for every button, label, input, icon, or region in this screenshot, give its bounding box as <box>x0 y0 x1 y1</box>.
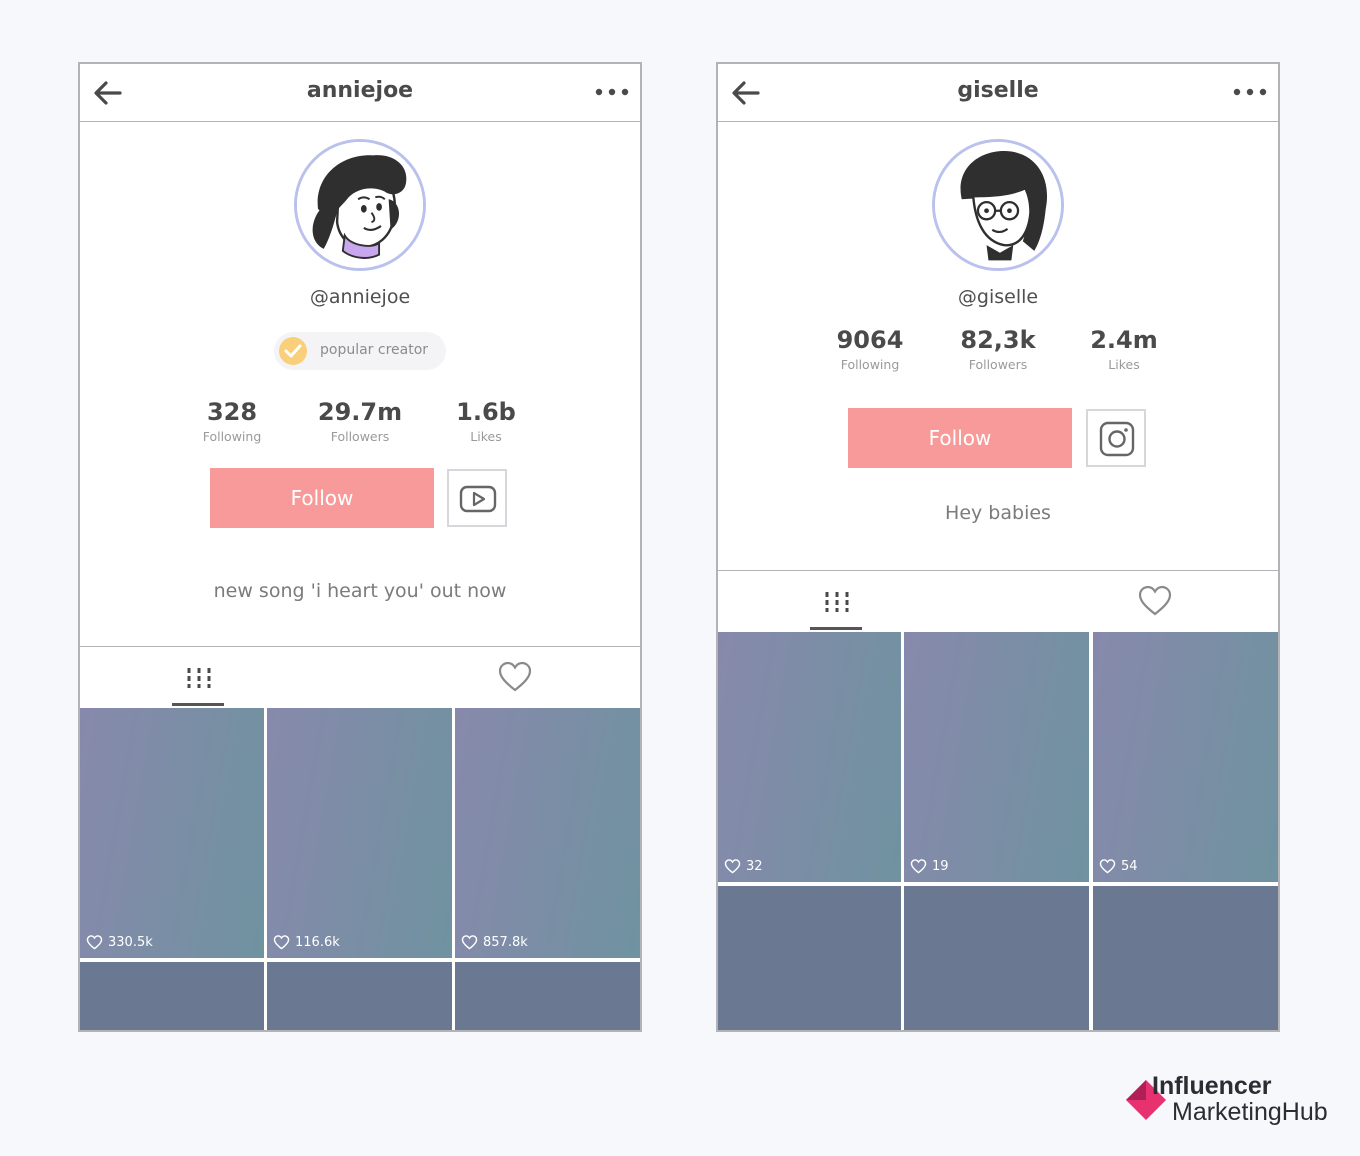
content-tabs <box>80 646 640 707</box>
follow-button[interactable]: Follow <box>848 408 1072 468</box>
stat-label: Likes <box>1108 357 1140 372</box>
stat-likes: 1.6b Likes <box>431 398 541 444</box>
video-likes-count: 32 <box>746 859 763 874</box>
youtube-icon <box>459 485 497 513</box>
instagram-button[interactable] <box>1086 409 1146 467</box>
active-tab-indicator <box>172 703 224 707</box>
check-badge-icon <box>278 336 308 366</box>
brand-diamond-icon <box>1126 1080 1166 1120</box>
video-likes-count: 19 <box>932 859 949 874</box>
heart-icon <box>461 935 478 950</box>
video-thumbnail[interactable] <box>904 886 1089 1030</box>
stat-followers[interactable]: 82,3k Followers <box>943 326 1053 372</box>
video-thumbnail[interactable] <box>455 962 640 1030</box>
stat-following[interactable]: 9064 Following <box>815 326 925 372</box>
profile-handle: @anniejoe <box>309 286 411 308</box>
avatar[interactable] <box>294 139 426 271</box>
video-thumbnail[interactable]: 19 <box>904 632 1089 882</box>
heart-icon <box>86 935 103 950</box>
stat-label: Following <box>840 357 900 372</box>
badge-label: popular creator <box>320 342 429 358</box>
videos-grid-icon <box>825 592 849 612</box>
profile-username-title: anniejoe <box>306 78 414 103</box>
stat-following[interactable]: 328 Following <box>177 398 287 444</box>
stat-value: 1.6b <box>456 398 516 426</box>
video-thumbnail[interactable] <box>267 962 452 1030</box>
profile-stats: 9064 Following 82,3k Followers 2.4m Like… <box>718 326 1278 386</box>
video-likes: 330.5k <box>86 935 153 950</box>
profile-stats: 328 Following 29.7m Followers 1.6b Likes <box>80 398 640 458</box>
profile-screen-giselle: giselle @giselle 9064 Following 82,3k Fo <box>716 62 1280 1032</box>
video-likes: 19 <box>910 859 949 874</box>
stat-likes: 2.4m Likes <box>1069 326 1179 372</box>
profile-handle: @giselle <box>957 286 1039 308</box>
video-likes: 54 <box>1099 859 1138 874</box>
stat-value: 2.4m <box>1090 326 1158 354</box>
profile-bio: Hey babies <box>945 502 1051 524</box>
video-thumbnail[interactable]: 116.6k <box>267 708 452 958</box>
video-likes: 32 <box>724 859 763 874</box>
follow-button[interactable]: Follow <box>210 468 434 528</box>
video-likes-count: 116.6k <box>295 935 340 950</box>
video-likes-count: 857.8k <box>483 935 528 950</box>
active-tab-indicator <box>810 627 862 631</box>
tab-liked-heart-icon[interactable] <box>1138 585 1172 617</box>
profile-screen-anniejoe: anniejoe @anniejoe popular creator <box>78 62 642 1032</box>
back-arrow-icon[interactable] <box>92 78 124 108</box>
stat-label: Followers <box>968 357 1028 372</box>
heart-icon <box>273 935 290 950</box>
avatar[interactable] <box>932 139 1064 271</box>
tab-videos[interactable] <box>810 571 862 631</box>
stat-label: Likes <box>470 429 502 444</box>
video-likes: 857.8k <box>461 935 528 950</box>
video-likes: 116.6k <box>273 935 340 950</box>
stat-label: Following <box>202 429 262 444</box>
video-thumbnail[interactable]: 54 <box>1093 632 1278 882</box>
brand-name-line1: Influencer <box>1152 1072 1272 1100</box>
stat-followers[interactable]: 29.7m Followers <box>305 398 415 444</box>
profile-bio: new song 'i heart you' out now <box>213 580 507 602</box>
video-thumbnail[interactable] <box>80 962 264 1030</box>
heart-icon <box>910 859 927 874</box>
tab-liked-heart-icon[interactable] <box>498 661 532 693</box>
videos-grid-icon <box>187 668 211 688</box>
youtube-button[interactable] <box>447 469 507 527</box>
more-options-icon[interactable] <box>1232 82 1268 102</box>
video-thumbnail[interactable]: 857.8k <box>455 708 640 958</box>
heart-icon <box>1099 859 1116 874</box>
stat-value: 328 <box>206 398 258 426</box>
stat-value: 29.7m <box>317 398 403 426</box>
top-bar: anniejoe <box>80 64 640 122</box>
stat-value: 82,3k <box>960 326 1036 354</box>
video-grid: 32 19 54 <box>718 630 1278 1030</box>
profile-username-title: giselle <box>957 78 1039 103</box>
top-bar: giselle <box>718 64 1278 122</box>
brand-name-line2: MarketingHub <box>1172 1098 1328 1126</box>
video-likes-count: 54 <box>1121 859 1138 874</box>
tab-videos[interactable] <box>172 647 224 707</box>
video-thumbnail[interactable]: 330.5k <box>80 708 264 958</box>
content-tabs <box>718 570 1278 631</box>
instagram-icon <box>1099 421 1135 457</box>
back-arrow-icon[interactable] <box>730 78 762 108</box>
heart-icon <box>724 859 741 874</box>
video-grid: 330.5k 116.6k 857.8k <box>80 706 640 1030</box>
video-thumbnail[interactable] <box>1093 886 1278 1030</box>
influencer-marketing-hub-logo: Influencer MarketingHub <box>1122 1072 1352 1132</box>
video-thumbnail[interactable] <box>718 886 901 1030</box>
stat-label: Followers <box>330 429 390 444</box>
more-options-icon[interactable] <box>594 82 630 102</box>
video-thumbnail[interactable]: 32 <box>718 632 901 882</box>
stat-value: 9064 <box>836 326 904 354</box>
video-likes-count: 330.5k <box>108 935 153 950</box>
popular-creator-badge: popular creator <box>274 332 446 370</box>
